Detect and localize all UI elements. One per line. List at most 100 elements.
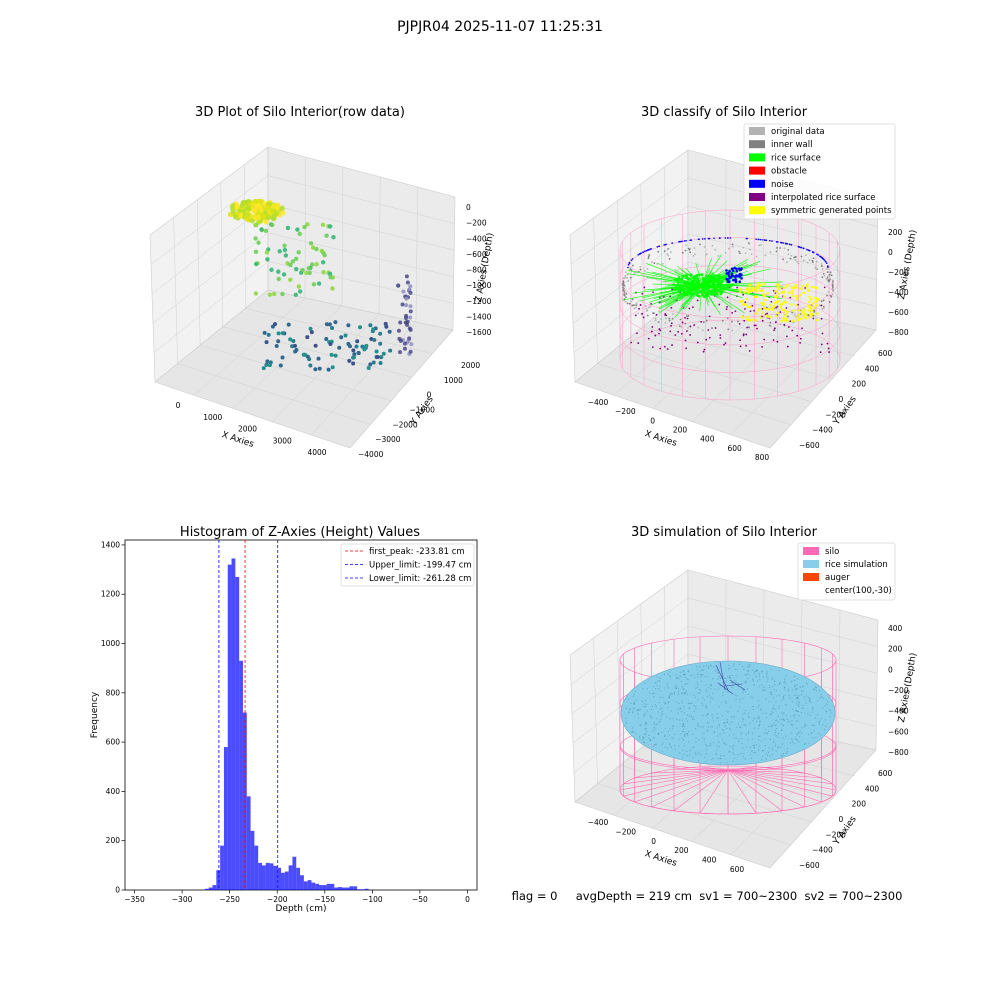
data-point [387,329,392,334]
surface-mesh-point [632,730,634,732]
surface-mesh-point [745,733,747,736]
point-wall [634,304,637,306]
point-interpolated [685,347,688,350]
point-interpolated [745,333,748,336]
surface-mesh-point [657,711,660,713]
surface-mesh-point [644,728,646,730]
surface-mesh-point [801,694,803,696]
surface-mesh-point [787,690,789,692]
surface-mesh-point [776,727,778,730]
point-interpolated [696,341,699,344]
data-point [269,208,275,214]
data-point [388,348,393,353]
point-interpolated [655,313,658,316]
point-wall [624,271,627,274]
surface-mesh-point [794,742,796,745]
surface-mesh-point [743,752,745,755]
surface-mesh-point [824,729,826,731]
point-rice-ray [659,284,703,313]
point-interpolated [654,334,657,337]
y-tick-label: 200 [106,836,121,845]
surface-mesh-point [793,694,796,696]
surface-mesh-point [681,737,683,739]
point-wall [787,315,789,318]
surface-mesh-point [769,687,771,689]
surface-mesh-point [691,702,693,705]
point-interpolated [650,330,653,333]
data-point [280,331,285,336]
point-noise [786,243,789,245]
surface-mesh-point [746,688,749,690]
histogram-bar [338,887,342,890]
point-interpolated [641,292,644,295]
point-symmetric [738,290,742,294]
point-wall [828,301,831,303]
surface-mesh-point [673,693,676,695]
surface-mesh-point [774,734,776,736]
surface-mesh-point [750,696,752,698]
point-symmetric [774,314,778,318]
y-tick-label: 1400 [101,540,120,549]
point-wall [778,317,781,320]
surface-mesh-point [761,759,763,761]
surface-mesh-point [643,715,645,717]
point-noise [644,250,646,253]
tick-label: 0 [650,416,655,425]
surface-mesh-point [797,732,799,734]
legend-label: center(100,-30) [825,586,892,596]
point-wall [622,289,625,292]
surface-mesh-point [657,733,660,735]
data-point [227,211,234,218]
point-wall [738,250,740,253]
grid-line [267,203,455,251]
surface-mesh-point [642,736,645,738]
surface-mesh-point [783,687,786,689]
surface-mesh-point [723,755,725,757]
surface-mesh-point [789,742,791,744]
point-noise [782,242,785,244]
surface-mesh-point [791,720,793,722]
grid-line [378,176,381,315]
point-interpolated [820,304,823,307]
point-noise [771,240,773,242]
point-interpolated [714,327,717,329]
surface-mesh-point [758,715,760,718]
surface-mesh-point [766,680,768,683]
tick-label: −400 [812,846,833,855]
point-interpolated [736,286,739,289]
point-interpolated [684,316,686,319]
surface-mesh-point [686,755,688,757]
histogram-bar [300,875,304,890]
surface-mesh-point [646,688,648,690]
histogram-bar [311,882,316,890]
surface-mesh-point [677,693,680,695]
point-noise [807,249,810,251]
surface-mesh-point [801,707,803,709]
surface-mesh-point [777,736,779,739]
surface-mesh-point [683,734,686,736]
surface-mesh-point [699,666,701,668]
point-noise [627,263,630,266]
surface-mesh-point [829,715,831,718]
data-point [371,360,376,365]
silo-bottom-strut [700,766,729,771]
surface-mesh-point [749,722,751,724]
surface-mesh-point [747,670,750,673]
point-interpolated [702,350,705,353]
data-point [293,256,299,261]
surface-mesh-point [716,749,718,751]
point-rice [679,283,682,287]
surface-mesh-point [703,665,705,667]
point-wall [635,306,637,309]
surface-mesh-point [755,751,757,754]
legend-label: silo [825,547,839,557]
surface-mesh-point [740,752,742,755]
point-wall [622,280,625,282]
surface-mesh-point [822,707,824,709]
data-point [261,212,267,219]
tick-label: 400 [865,784,880,793]
surface-mesh-point [653,721,655,724]
point-rice [674,285,678,289]
surface-mesh-point [771,749,774,751]
surface-mesh-point [684,683,686,686]
